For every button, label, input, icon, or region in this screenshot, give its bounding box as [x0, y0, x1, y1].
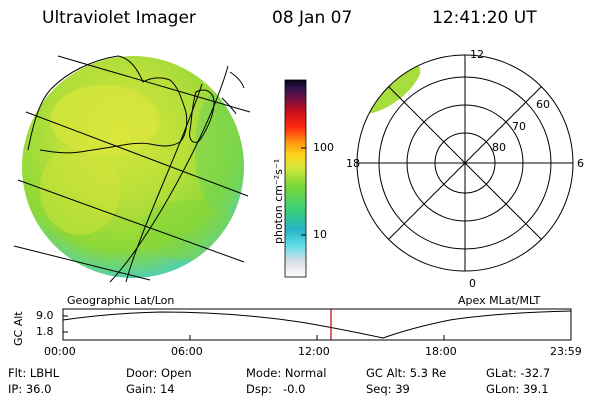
footer-filter: Flt: LBHL	[8, 366, 60, 380]
latlon-grid	[13, 55, 251, 283]
footer-mode: Mode: Normal	[246, 366, 327, 380]
madagascar-coastline	[189, 89, 215, 143]
mlt-label-18: 18	[346, 157, 360, 170]
altitude-curve	[62, 310, 572, 339]
altitude-xtick-1800: 18:00	[425, 345, 457, 358]
mlat-label-80: 80	[492, 141, 506, 154]
altitude-xtick-1200: 12:00	[298, 345, 330, 358]
colorbar	[284, 79, 307, 278]
polar-plot	[356, 54, 574, 272]
geo-panel-label: Geographic Lat/Lon	[67, 294, 175, 307]
colorbar-unit-label: photon cm⁻²s⁻¹	[272, 158, 285, 244]
earth-disk-image	[22, 56, 244, 278]
observation-time: 12:41:20 UT	[432, 8, 537, 28]
mlat-label-60: 60	[536, 98, 550, 111]
footer-gc-alt: GC Alt: 5.3 Re	[366, 366, 447, 380]
altitude-xtick-0000: 00:00	[44, 345, 76, 358]
observation-date: 08 Jan 07	[272, 8, 353, 28]
footer-seq: Seq: 39	[366, 382, 410, 396]
polar-panel-label: Apex MLat/MLT	[458, 294, 541, 307]
mlt-label-12: 12	[470, 48, 484, 61]
mlt-label-6: 6	[577, 157, 584, 170]
altitude-xtick-0600: 06:00	[171, 345, 203, 358]
instrument-title: Ultraviolet Imager	[42, 8, 196, 28]
footer-glon: GLon: 39.1	[486, 382, 549, 396]
altitude-ytick-1-8: 1.8	[36, 325, 54, 338]
footer-door: Door: Open	[126, 366, 192, 380]
mlat-label-70: 70	[512, 120, 526, 133]
coastline	[27, 55, 188, 154]
footer-glat: GLat: -32.7	[486, 366, 551, 380]
altitude-strip	[62, 308, 572, 341]
altitude-ylabel: GC Alt	[12, 311, 25, 346]
colorbar-tick-100: 100	[313, 141, 334, 154]
colorbar-tick-10: 10	[313, 228, 327, 241]
footer-ip: IP: 36.0	[8, 382, 52, 396]
altitude-xtick-2359: 23:59	[550, 345, 582, 358]
mlt-label-0: 0	[469, 277, 476, 290]
footer-gain: Gain: 14	[126, 382, 175, 396]
footer-dsp: Dsp: -0.0	[246, 382, 306, 396]
altitude-ytick-9: 9.0	[36, 309, 54, 322]
